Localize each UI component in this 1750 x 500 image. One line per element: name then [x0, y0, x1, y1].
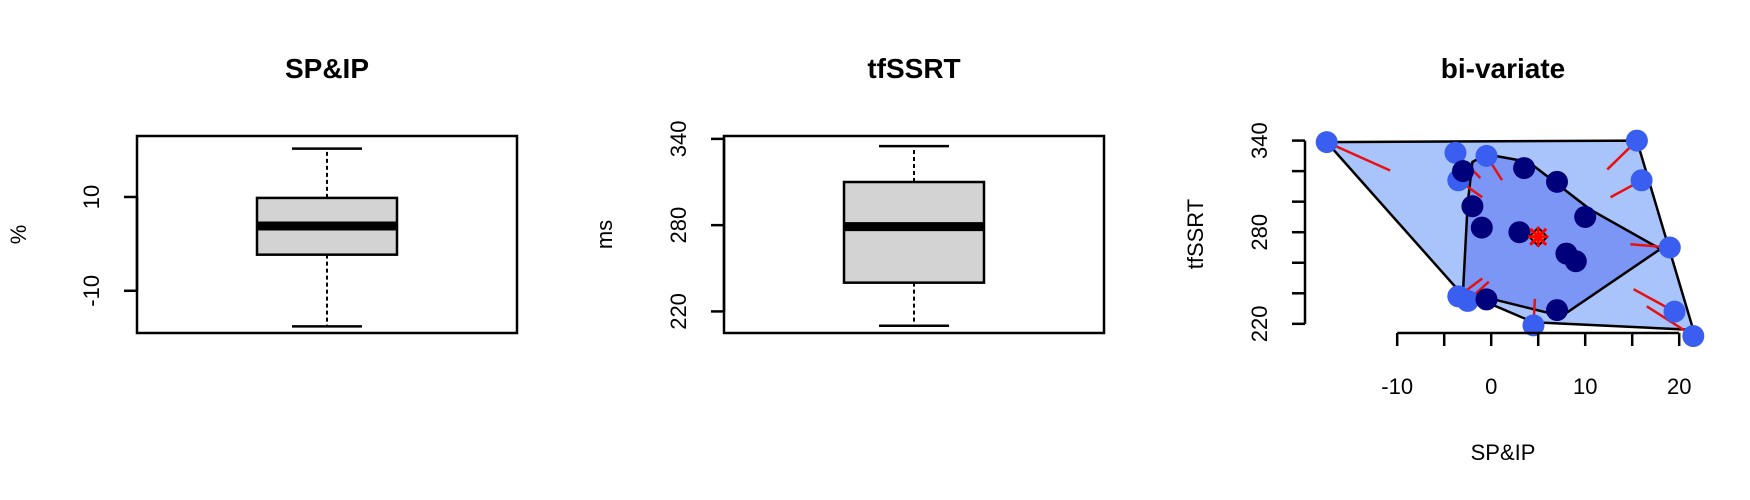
- y-tick-label: 280: [666, 207, 691, 244]
- outer-data-point: [1658, 236, 1681, 259]
- y-axis-label: ms: [592, 220, 617, 249]
- outer-data-point: [1630, 169, 1653, 192]
- outer-data-point: [1682, 325, 1705, 348]
- inner-data-point: [1574, 205, 1597, 228]
- chart-title: bi-variate: [1441, 53, 1566, 84]
- chart-title: tfSSRT: [867, 53, 960, 84]
- y-tick-label: 220: [666, 293, 691, 330]
- y-axis-label: tfSSRT: [1183, 199, 1208, 270]
- inner-data-point: [1508, 221, 1531, 244]
- outer-data-point: [1315, 131, 1338, 154]
- outer-data-point: [1663, 300, 1686, 323]
- outer-data-point: [1456, 289, 1479, 312]
- y-tick-label: 340: [666, 121, 691, 158]
- chart-title: SP&IP: [285, 53, 369, 84]
- x-tick-label: 0: [1485, 374, 1497, 399]
- boxplot-panel-1: SP&IP -10 10%: [6, 53, 519, 335]
- y-tick-label: 340: [1247, 122, 1272, 159]
- outer-data-point: [1444, 141, 1467, 164]
- y-tick-label: 220: [1247, 305, 1272, 342]
- y-tick-label: 10: [79, 185, 104, 209]
- inner-data-point: [1461, 195, 1484, 218]
- inner-data-point: [1546, 299, 1568, 322]
- x-tick-label: 20: [1667, 374, 1691, 399]
- inner-data-point: [1475, 288, 1498, 311]
- x-tick-label: 10: [1573, 374, 1597, 399]
- outer-data-point: [1625, 129, 1648, 152]
- y-tick-label: -10: [79, 275, 104, 307]
- inner-data-point: [1546, 170, 1568, 193]
- x-axis-label: SP&IP: [1471, 440, 1536, 465]
- inner-data-point: [1452, 160, 1474, 183]
- x-tick-label: -10: [1381, 374, 1413, 399]
- inner-data-point: [1513, 157, 1536, 180]
- iqr-box: [842, 180, 986, 284]
- boxplot-panel-2: tfSSRT 220 280 340 ms: [592, 53, 1106, 335]
- inner-data-point: [1470, 216, 1493, 239]
- outer-data-point: [1522, 314, 1545, 337]
- outer-data-point: [1475, 144, 1498, 167]
- y-axis-label: %: [6, 225, 31, 245]
- y-tick-label: 280: [1247, 214, 1272, 251]
- whisker-segment: [1326, 140, 1391, 172]
- inner-data-point: [1564, 250, 1587, 273]
- bagplot-panel: bi-variate 220 280 340 tfSSRT -10 0 10 20 SP&IP: [1183, 53, 1705, 465]
